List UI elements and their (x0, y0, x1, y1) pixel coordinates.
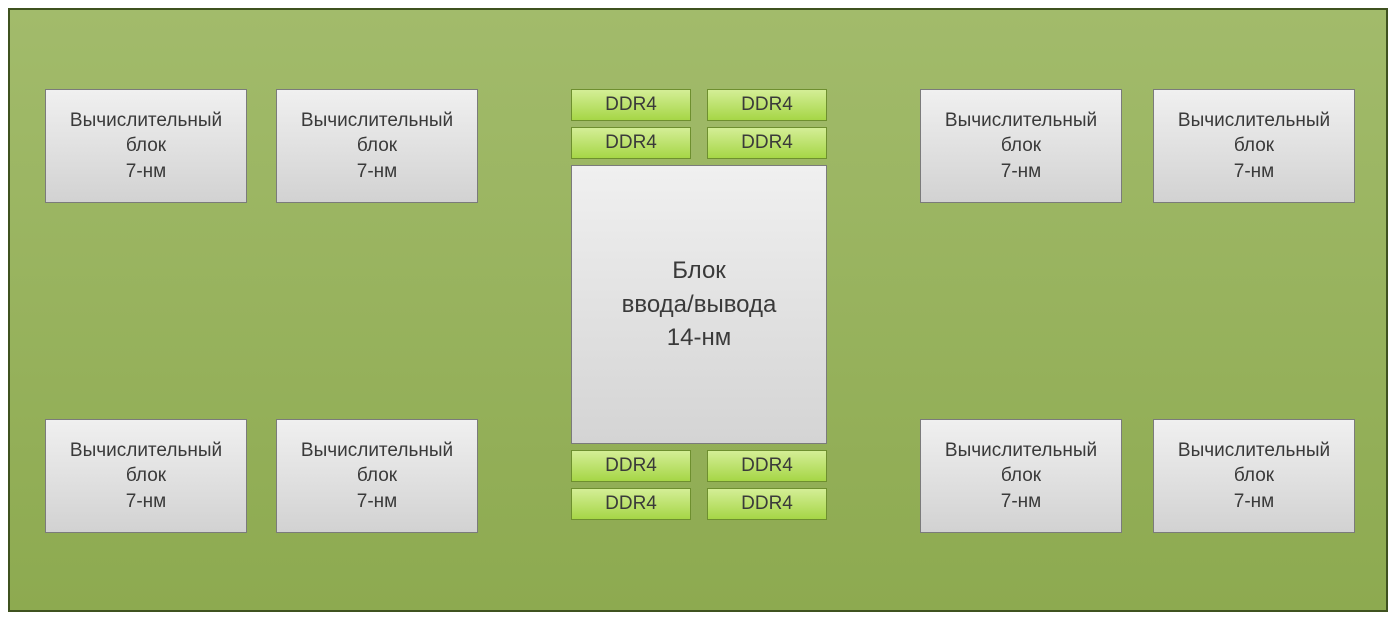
compute-label-3: 7-нм (277, 159, 477, 185)
ddr-block: DDR4 (707, 450, 827, 482)
ddr-block: DDR4 (707, 488, 827, 520)
ddr-block: DDR4 (571, 127, 691, 159)
center-stack: DDR4 DDR4 DDR4 DDR4 Блок ввода/вывода 14… (571, 89, 827, 539)
compute-label-1: Вычислительный (46, 438, 246, 464)
compute-label-3: 7-нм (921, 489, 1121, 515)
compute-label-2: блок (277, 133, 477, 159)
ddr-group-bottom: DDR4 DDR4 DDR4 DDR4 (571, 450, 827, 526)
compute-label-1: Вычислительный (921, 108, 1121, 134)
compute-label-2: блок (46, 133, 246, 159)
compute-label-2: блок (1154, 133, 1354, 159)
ddr-block: DDR4 (707, 89, 827, 121)
compute-block: Вычислительный блок 7-нм (276, 89, 478, 203)
compute-label-1: Вычислительный (1154, 108, 1354, 134)
compute-label-1: Вычислительный (1154, 438, 1354, 464)
compute-label-3: 7-нм (1154, 489, 1354, 515)
compute-block: Вычислительный блок 7-нм (1153, 419, 1355, 533)
ddr-label: DDR4 (741, 493, 793, 515)
ddr-label: DDR4 (741, 132, 793, 154)
compute-block: Вычислительный блок 7-нм (45, 419, 247, 533)
compute-label-2: блок (921, 133, 1121, 159)
compute-label-1: Вычислительный (46, 108, 246, 134)
compute-block: Вычислительный блок 7-нм (45, 89, 247, 203)
ddr-label: DDR4 (605, 132, 657, 154)
compute-block: Вычислительный блок 7-нм (276, 419, 478, 533)
ddr-block: DDR4 (571, 450, 691, 482)
compute-label-3: 7-нм (921, 159, 1121, 185)
compute-block: Вычислительный блок 7-нм (920, 419, 1122, 533)
compute-label-2: блок (921, 463, 1121, 489)
ddr-label: DDR4 (605, 455, 657, 477)
compute-block: Вычислительный блок 7-нм (1153, 89, 1355, 203)
io-label-2: ввода/вывода (622, 288, 777, 322)
compute-block: Вычислительный блок 7-нм (920, 89, 1122, 203)
ddr-block: DDR4 (707, 127, 827, 159)
compute-label-1: Вычислительный (921, 438, 1121, 464)
compute-label-2: блок (277, 463, 477, 489)
ddr-label: DDR4 (741, 94, 793, 116)
compute-label-1: Вычислительный (277, 438, 477, 464)
ddr-block: DDR4 (571, 488, 691, 520)
compute-label-2: блок (1154, 463, 1354, 489)
ddr-label: DDR4 (605, 94, 657, 116)
compute-label-3: 7-нм (46, 159, 246, 185)
chip-board: Вычислительный блок 7-нм Вычислительный … (8, 8, 1388, 612)
compute-label-3: 7-нм (1154, 159, 1354, 185)
io-label-1: Блок (672, 254, 726, 288)
ddr-label: DDR4 (741, 455, 793, 477)
compute-label-2: блок (46, 463, 246, 489)
ddr-block: DDR4 (571, 89, 691, 121)
io-label-3: 14-нм (667, 321, 731, 355)
compute-label-3: 7-нм (46, 489, 246, 515)
ddr-label: DDR4 (605, 493, 657, 515)
compute-label-3: 7-нм (277, 489, 477, 515)
ddr-group-top: DDR4 DDR4 DDR4 DDR4 (571, 89, 827, 165)
compute-label-1: Вычислительный (277, 108, 477, 134)
io-block: Блок ввода/вывода 14-нм (571, 165, 827, 444)
